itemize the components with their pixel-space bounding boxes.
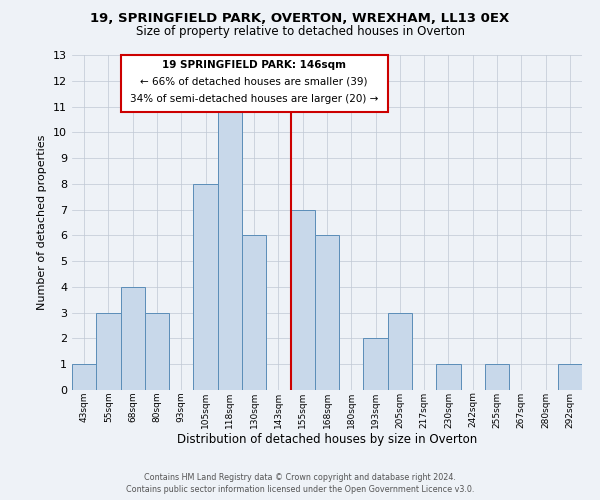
Bar <box>436 364 461 390</box>
Bar <box>121 287 145 390</box>
Bar <box>96 312 121 390</box>
Bar <box>485 364 509 390</box>
Bar <box>193 184 218 390</box>
Text: Size of property relative to detached houses in Overton: Size of property relative to detached ho… <box>136 25 464 38</box>
Bar <box>121 55 388 112</box>
Text: 19, SPRINGFIELD PARK, OVERTON, WREXHAM, LL13 0EX: 19, SPRINGFIELD PARK, OVERTON, WREXHAM, … <box>91 12 509 26</box>
Bar <box>242 236 266 390</box>
Bar <box>145 312 169 390</box>
Bar <box>364 338 388 390</box>
Text: 34% of semi-detached houses are larger (20) →: 34% of semi-detached houses are larger (… <box>130 94 379 104</box>
Bar <box>388 312 412 390</box>
Bar <box>290 210 315 390</box>
Text: 19 SPRINGFIELD PARK: 146sqm: 19 SPRINGFIELD PARK: 146sqm <box>162 60 346 70</box>
Bar <box>315 236 339 390</box>
Bar <box>218 106 242 390</box>
Bar <box>72 364 96 390</box>
Text: ← 66% of detached houses are smaller (39): ← 66% of detached houses are smaller (39… <box>140 77 368 87</box>
Bar <box>558 364 582 390</box>
Y-axis label: Number of detached properties: Number of detached properties <box>37 135 47 310</box>
X-axis label: Distribution of detached houses by size in Overton: Distribution of detached houses by size … <box>177 434 477 446</box>
Text: Contains HM Land Registry data © Crown copyright and database right 2024.
Contai: Contains HM Land Registry data © Crown c… <box>126 472 474 494</box>
